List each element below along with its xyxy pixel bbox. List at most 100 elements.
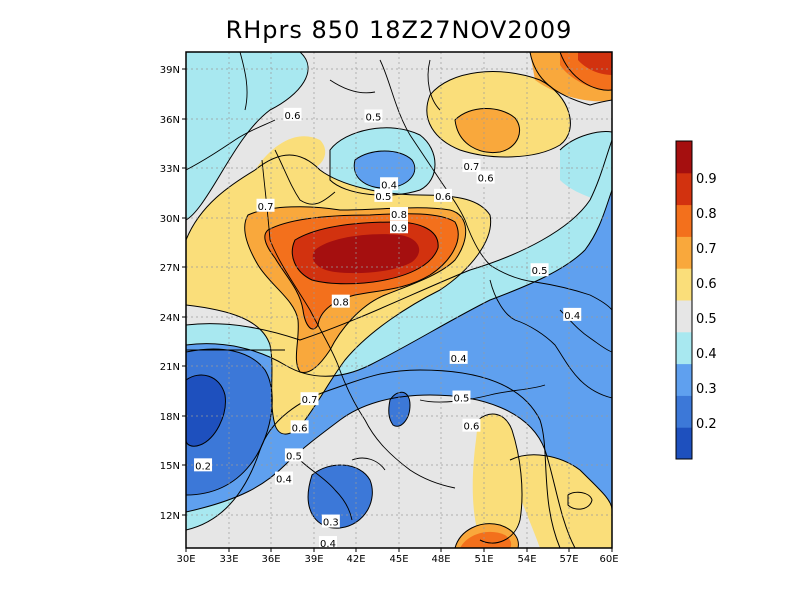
contour-label: 0.8 [391,210,407,221]
contour-label-background [374,188,393,202]
contour-label: 0.7 [463,162,479,173]
x-tick-label: 36E [261,554,280,565]
y-tick-label: 21N [160,362,180,373]
contour-label: 0.4 [276,475,292,486]
contour-label-background [274,471,293,485]
contour-label-background [256,198,275,212]
contour-label: 0.6 [435,192,451,203]
contour-label: 0.6 [292,423,308,434]
colorbar-swatch [676,141,692,174]
region-dark-red-ne [578,52,612,75]
x-tick-label: 60E [599,554,618,565]
contour-label-background [390,220,408,234]
contour-label: 0.7 [302,395,318,406]
colorbar-label: 0.4 [696,347,717,362]
y-tick-label: 33N [160,164,180,175]
contour-label: 0.4 [320,539,336,550]
region-yellow-south [472,414,523,544]
contour-label: 0.4 [451,354,467,365]
region-blue-center-north [354,151,415,189]
contour-label-background [476,170,495,184]
y-axis-labels: 39N 36N 33N 30N 27N 24N 21N 18N 15N 12N [160,65,180,522]
contour-label: 0.8 [333,298,349,309]
y-tick-label: 30N [160,214,180,225]
contour-label-background [452,390,471,404]
colorbar-label: 0.8 [696,207,717,222]
contour-label-background [319,536,337,548]
region-dark-blue-center [388,392,410,427]
contour-label-background [290,420,309,434]
x-tick-label: 45E [389,554,408,565]
colorbar-swatch [676,331,692,365]
y-tick-label: 27N [160,263,180,274]
colorbar-swatch [676,427,692,460]
x-tick-label: 39E [304,554,323,565]
contour-label: 0.6 [463,422,479,433]
coastlines-borders [186,52,612,521]
colorbar-label: 0.7 [696,242,717,257]
colorbar-label: 0.6 [696,277,717,292]
contour-label-background [284,448,303,462]
colorbar-label: 0.3 [696,382,717,397]
gridlines [186,52,612,548]
x-tick-label: 57E [559,554,578,565]
colorbar-label: 0.9 [696,172,717,187]
contour-label-background [563,307,582,321]
colorbar-swatch [676,300,692,333]
colorbar-swatch [676,236,692,269]
y-tick-label: 15N [160,461,180,472]
contour-label: 0.6 [285,111,301,122]
y-tick-label: 12N [160,511,180,522]
contour-label: 0.3 [323,518,339,529]
axis-ticks [182,68,613,552]
contour-label: 0.5 [454,394,470,405]
contour-label-background [283,107,302,121]
contour-label-background [364,109,383,123]
contour-label-background [462,159,481,173]
y-tick-label: 18N [160,412,180,423]
colorbar-swatch [676,204,692,237]
region-darkest-red-core [312,234,420,274]
contour-label: 0.4 [564,311,580,322]
x-tick-label: 42E [346,554,365,565]
x-tick-label: 48E [431,554,450,565]
contour-label-background [300,392,319,406]
contour-label: 0.5 [286,451,302,462]
contour-label: 0.2 [195,461,211,472]
contour-label-background [331,294,350,308]
contour-label-background [194,458,213,472]
map-title: RHprs 850 18Z27NOV2009 [225,16,573,44]
contour-label: 0.7 [258,202,274,213]
y-tick-label: 24N [160,313,180,324]
contour-label-background [390,207,408,221]
contour-label-background [321,514,340,528]
contour-label: 0.6 [478,174,494,185]
contour-label-background [449,350,468,364]
region-orange-north [455,108,520,153]
contour-label: 0.5 [365,112,381,123]
contour-label-background [380,177,399,191]
contour-label: 0.5 [532,266,548,277]
colorbar-swatch [676,395,692,428]
contour-label: 0.9 [391,223,407,234]
colorbar-frame [675,140,693,460]
region-light-cyan-nw [186,52,309,220]
contour-label-background [530,263,549,277]
region-yellow-north-west-strip [255,136,326,175]
colorbar-swatch [676,172,692,206]
x-tick-label: 51E [474,554,493,565]
x-tick-label: 33E [219,554,238,565]
contour-label-background [434,188,453,202]
y-tick-label: 39N [160,65,180,76]
contour-label-background [462,418,481,432]
contour-field: 0.6 0.50.70.60.40.5 0.60.70.80.90.50.80.40… [186,52,612,550]
contour-label: 0.4 [381,180,397,191]
contour-labels: 0.6 0.50.70.60.40.5 0.60.70.80.90.50.80.40… [194,107,582,550]
x-tick-label: 30E [176,554,195,565]
x-tick-label: 54E [517,554,536,565]
colorbar-label: 0.5 [696,312,717,327]
region-dark-blue-far-west [186,375,226,447]
x-axis-labels: 30E 33E 36E 39E 42E 45E 48E 51E 54E 57E … [176,554,618,565]
colorbar-swatch [676,268,692,301]
